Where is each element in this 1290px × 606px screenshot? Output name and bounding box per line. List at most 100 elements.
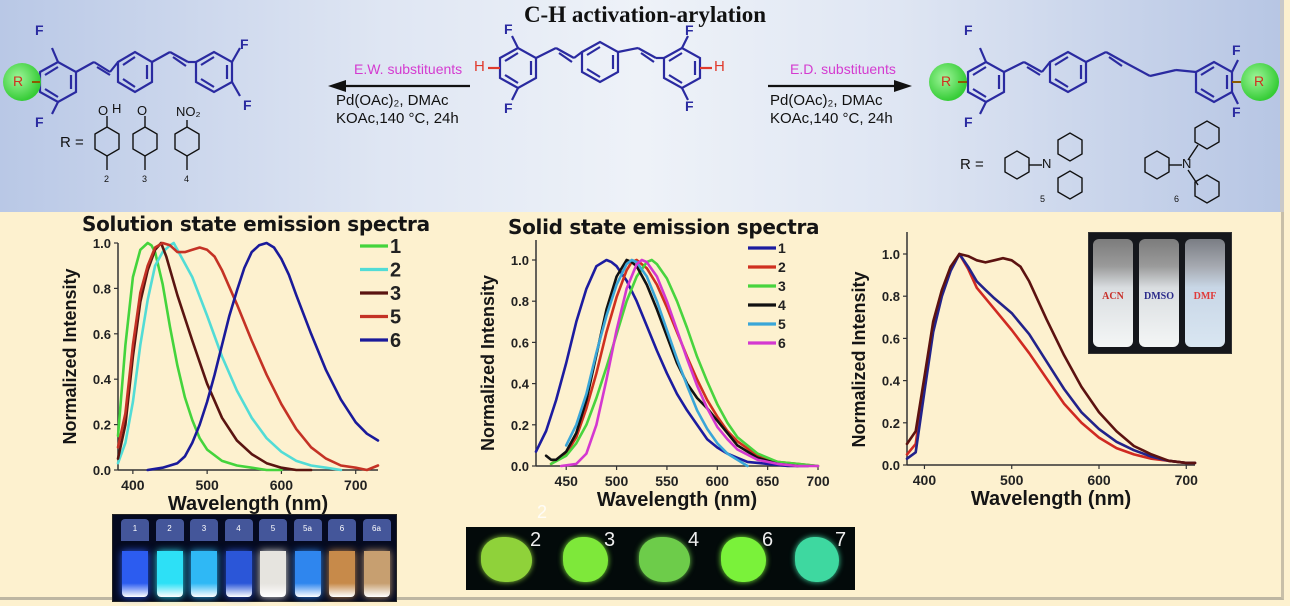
atom-f: F xyxy=(35,114,44,130)
solvent-vials-inset-photo: ACN DMSO DMF xyxy=(1088,232,1232,354)
x-tick-label: 550 xyxy=(655,473,679,489)
right-conditions: Pd(OAc)₂, DMAc KOAc,140 °C, 24h xyxy=(770,92,893,128)
vial-label: 4 xyxy=(224,519,253,541)
x-tick-label: 600 xyxy=(1087,472,1111,488)
atom-n: N xyxy=(1042,156,1052,171)
vial-label: 6 xyxy=(328,519,356,541)
vial-label: 5a xyxy=(293,519,322,541)
y-axis-label: Normalized Intensity xyxy=(849,271,869,447)
x-axis-label: Wavelength (nm) xyxy=(597,489,757,511)
y-tick-label: 0.8 xyxy=(511,294,529,309)
x-tick-label: 700 xyxy=(1175,472,1199,488)
atom-f: F xyxy=(35,22,44,38)
legend-label: 2 xyxy=(390,260,401,282)
vial-6a: 6a xyxy=(362,519,391,599)
y-tick-label: 0.0 xyxy=(511,459,529,474)
series-line-5 xyxy=(116,241,380,472)
series-line-6 xyxy=(559,258,820,468)
floating-label-2: 2 xyxy=(537,502,548,522)
powder-sample-6: 6 xyxy=(708,527,782,590)
ew-substituent-structures xyxy=(94,116,200,170)
powder-label: 2 xyxy=(530,529,542,551)
reaction-scheme-diagram xyxy=(3,35,1279,204)
y-tick-label: 0.2 xyxy=(93,418,111,433)
y-tick-label: 1.0 xyxy=(511,253,529,268)
solid-powders-photo: 2 3 4 6 7 xyxy=(466,527,855,590)
series-line-2 xyxy=(549,258,820,468)
atom-f: F xyxy=(685,22,694,38)
powder-label: 4 xyxy=(688,529,700,551)
ed-substituent-structures xyxy=(1004,120,1220,204)
scheme-title: C-H activation-arylation xyxy=(523,2,767,27)
atom-h: H xyxy=(112,101,122,116)
series-line-1 xyxy=(116,241,283,472)
y-tick-label: 0.2 xyxy=(511,418,529,433)
y-tick-label: 0.6 xyxy=(93,327,111,342)
y-tick-label: 0.0 xyxy=(93,463,111,478)
right-conditions-line2: KOAc,140 °C, 24h xyxy=(770,110,893,127)
compound-number-3: 3 xyxy=(142,174,148,184)
r-equals-right: R = xyxy=(960,156,984,173)
atom-o: O xyxy=(98,103,109,118)
legend-label: 3 xyxy=(778,278,786,294)
vial-2: 2 xyxy=(155,519,184,599)
inset-label-dmf: DMF xyxy=(1193,291,1217,302)
vial-4: 4 xyxy=(224,519,253,599)
y-axis-label: Normalized Intensity xyxy=(60,268,80,444)
vial-acn xyxy=(1093,239,1133,347)
y-tick-label: 0.4 xyxy=(882,374,901,389)
product-ew-molecule xyxy=(38,47,241,115)
atom-o: O xyxy=(137,103,148,118)
powder-label: 7 xyxy=(835,529,847,551)
powder-blob xyxy=(563,537,608,582)
legend-label: 3 xyxy=(390,283,401,305)
legend-label: 1 xyxy=(390,236,401,258)
series-line-5 xyxy=(564,258,749,468)
vial-3: 3 xyxy=(190,519,218,599)
x-tick-label: 600 xyxy=(270,477,294,493)
legend-label: 5 xyxy=(390,307,401,329)
y-tick-label: 0.8 xyxy=(882,289,900,304)
inset-label-dmso: DMSO xyxy=(1144,291,1174,302)
powder-sample-4: 4 xyxy=(624,527,708,590)
left-conditions-line2: KOAc,140 °C, 24h xyxy=(336,110,459,127)
vial-6: 6 xyxy=(328,519,356,599)
atom-h: H xyxy=(474,58,485,75)
y-axis-label: Normalized Intensity xyxy=(478,275,498,451)
legend-label: 2 xyxy=(778,259,786,275)
starting-material-molecule xyxy=(498,35,702,101)
vial-label: 6a xyxy=(362,519,391,541)
x-tick-label: 650 xyxy=(756,473,780,489)
compound-number-2: 2 xyxy=(104,174,110,184)
chart-title-solution: Solution state emission spectra xyxy=(82,212,430,236)
atom-no2: NO₂ xyxy=(176,104,201,119)
atom-f: F xyxy=(1232,104,1241,120)
product-ed-molecule xyxy=(966,47,1239,115)
atom-f: F xyxy=(685,98,694,114)
y-tick-label: 1.0 xyxy=(882,247,900,262)
powder-sample-7: 7 xyxy=(782,527,855,590)
atom-f: F xyxy=(964,114,973,130)
vial-5a: 5a xyxy=(293,519,322,599)
left-reaction-arrow xyxy=(328,80,470,92)
series-line-DMSO xyxy=(905,252,1197,465)
right-reaction-arrow xyxy=(768,80,912,92)
y-tick-label: 0.2 xyxy=(882,416,900,431)
atom-r: R xyxy=(1254,73,1265,89)
atom-f: F xyxy=(964,22,973,38)
vial-1: 1 xyxy=(121,519,149,599)
x-axis-label: Wavelength (nm) xyxy=(168,493,328,515)
ed-substituents-label: E.D. substituents xyxy=(790,61,896,77)
r-group-circle-right-1 xyxy=(929,63,967,101)
ew-substituents-label: E.W. substituents xyxy=(354,61,463,77)
atom-f: F xyxy=(1232,42,1241,58)
vial-label: 5 xyxy=(259,519,287,541)
x-tick-label: 500 xyxy=(605,473,629,489)
y-tick-label: 0.6 xyxy=(511,335,529,350)
x-axis-label: Wavelength (nm) xyxy=(971,488,1131,510)
left-conditions: Pd(OAc)₂, DMAc KOAc,140 °C, 24h xyxy=(336,92,459,128)
vial-label: 3 xyxy=(190,519,218,541)
vial-label: 1 xyxy=(121,519,149,541)
atom-n: N xyxy=(1182,156,1192,171)
legend-label: 6 xyxy=(390,330,401,352)
